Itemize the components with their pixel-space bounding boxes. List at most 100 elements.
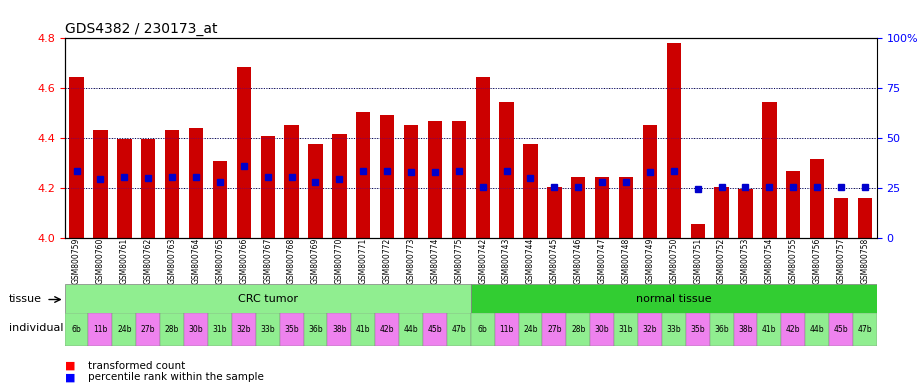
FancyBboxPatch shape — [853, 313, 877, 346]
FancyBboxPatch shape — [758, 313, 781, 346]
Text: GSM800748: GSM800748 — [621, 238, 630, 284]
Text: GSM800752: GSM800752 — [717, 238, 726, 284]
FancyBboxPatch shape — [638, 313, 662, 346]
FancyBboxPatch shape — [495, 313, 519, 346]
Text: normal tissue: normal tissue — [636, 293, 712, 304]
Bar — [786, 171, 800, 238]
Text: GSM800769: GSM800769 — [311, 238, 320, 285]
FancyBboxPatch shape — [161, 313, 184, 346]
FancyBboxPatch shape — [256, 313, 280, 346]
Text: 32b: 32b — [642, 325, 657, 334]
Text: GSM800772: GSM800772 — [383, 238, 391, 284]
Text: 6b: 6b — [72, 325, 81, 334]
Text: 33b: 33b — [260, 325, 275, 334]
Bar — [690, 224, 705, 238]
Text: 45b: 45b — [833, 325, 848, 334]
Bar — [810, 159, 824, 238]
Bar — [212, 161, 227, 238]
Bar — [260, 136, 275, 238]
Text: GDS4382 / 230173_at: GDS4382 / 230173_at — [65, 22, 217, 36]
Text: transformed count: transformed count — [88, 361, 185, 371]
Text: GSM800755: GSM800755 — [789, 238, 797, 285]
Text: GSM800747: GSM800747 — [597, 238, 606, 285]
FancyBboxPatch shape — [375, 313, 399, 346]
Bar — [141, 139, 155, 238]
Text: GSM800757: GSM800757 — [836, 238, 845, 285]
Text: 35b: 35b — [690, 325, 705, 334]
Text: GSM800775: GSM800775 — [454, 238, 463, 285]
FancyBboxPatch shape — [567, 313, 590, 346]
Text: GSM800771: GSM800771 — [359, 238, 367, 284]
Text: 42b: 42b — [380, 325, 394, 334]
FancyBboxPatch shape — [471, 313, 495, 346]
FancyBboxPatch shape — [89, 313, 113, 346]
Text: 30b: 30b — [594, 325, 609, 334]
Bar — [642, 124, 657, 238]
Text: 6b: 6b — [478, 325, 487, 334]
Text: 41b: 41b — [762, 325, 776, 334]
Text: 36b: 36b — [308, 325, 323, 334]
Bar — [404, 124, 418, 238]
FancyBboxPatch shape — [686, 313, 710, 346]
Bar — [499, 102, 514, 238]
FancyBboxPatch shape — [614, 313, 638, 346]
Text: GSM800766: GSM800766 — [239, 238, 248, 285]
Bar — [117, 139, 131, 238]
Bar — [475, 77, 490, 238]
Text: GSM800744: GSM800744 — [526, 238, 535, 285]
Bar — [595, 177, 609, 238]
Text: 42b: 42b — [786, 325, 800, 334]
Bar — [308, 144, 323, 238]
Text: 27b: 27b — [141, 325, 155, 334]
FancyBboxPatch shape — [447, 313, 471, 346]
FancyBboxPatch shape — [352, 313, 375, 346]
Text: GSM800767: GSM800767 — [263, 238, 272, 285]
Bar — [93, 129, 108, 238]
Text: CRC tumor: CRC tumor — [237, 293, 298, 304]
Bar — [451, 121, 466, 238]
Text: 31b: 31b — [212, 325, 227, 334]
Text: GSM800753: GSM800753 — [741, 238, 750, 285]
FancyBboxPatch shape — [519, 313, 543, 346]
Text: GSM800763: GSM800763 — [168, 238, 176, 285]
Text: GSM800770: GSM800770 — [335, 238, 344, 285]
FancyBboxPatch shape — [280, 313, 304, 346]
Text: 38b: 38b — [332, 325, 347, 334]
Text: 24b: 24b — [523, 325, 538, 334]
FancyBboxPatch shape — [423, 313, 447, 346]
Text: 44b: 44b — [809, 325, 824, 334]
FancyBboxPatch shape — [65, 313, 89, 346]
Bar — [618, 177, 633, 238]
Text: GSM800774: GSM800774 — [430, 238, 439, 285]
FancyBboxPatch shape — [734, 313, 758, 346]
Text: 32b: 32b — [236, 325, 251, 334]
FancyBboxPatch shape — [208, 313, 232, 346]
Text: 47b: 47b — [451, 325, 466, 334]
Bar — [547, 187, 561, 238]
Bar — [523, 144, 537, 238]
Text: GSM800761: GSM800761 — [120, 238, 129, 284]
FancyBboxPatch shape — [328, 313, 352, 346]
Text: GSM800756: GSM800756 — [812, 238, 821, 285]
Text: 30b: 30b — [188, 325, 203, 334]
FancyBboxPatch shape — [781, 313, 805, 346]
Text: 28b: 28b — [571, 325, 585, 334]
Bar — [427, 121, 442, 238]
Bar — [69, 77, 84, 238]
FancyBboxPatch shape — [543, 313, 567, 346]
Text: GSM800768: GSM800768 — [287, 238, 296, 284]
Text: 38b: 38b — [738, 325, 753, 334]
Text: 45b: 45b — [427, 325, 442, 334]
Text: percentile rank within the sample: percentile rank within the sample — [88, 372, 264, 382]
Text: 11b: 11b — [499, 325, 514, 334]
Text: GSM800759: GSM800759 — [72, 238, 81, 285]
Bar — [236, 67, 251, 238]
Text: 41b: 41b — [356, 325, 370, 334]
Text: GSM800758: GSM800758 — [860, 238, 869, 284]
FancyBboxPatch shape — [65, 284, 471, 313]
Bar — [284, 124, 299, 238]
FancyBboxPatch shape — [184, 313, 208, 346]
Text: 28b: 28b — [165, 325, 179, 334]
Bar — [857, 198, 872, 238]
Text: GSM800762: GSM800762 — [144, 238, 152, 284]
